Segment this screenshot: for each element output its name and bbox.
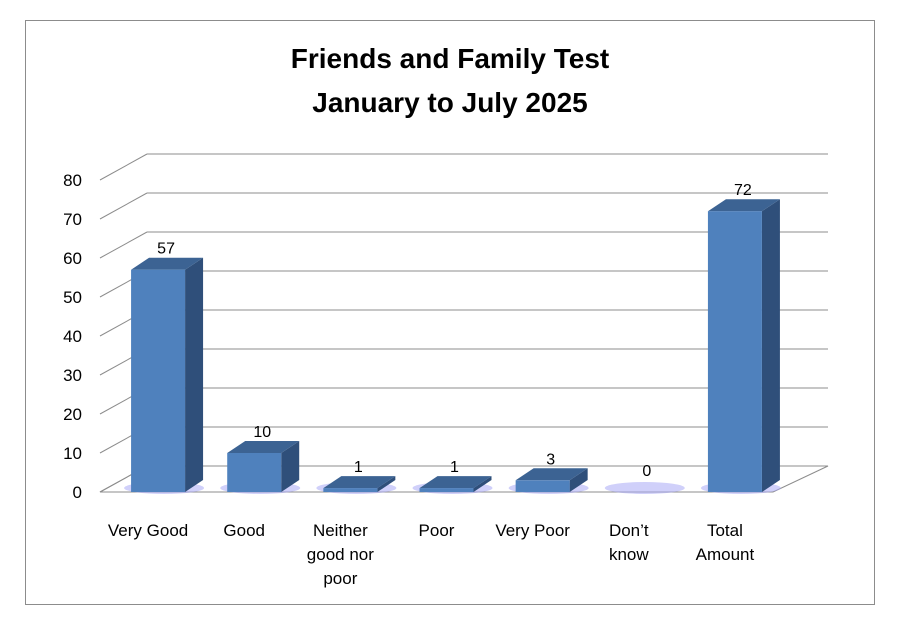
- bar-side: [281, 441, 300, 492]
- category-label: Neither: [313, 521, 368, 540]
- chart-title-line-2: January to July 2025: [312, 87, 587, 118]
- category-label: Very Good: [108, 521, 188, 540]
- bar: [131, 269, 186, 492]
- bar-base-glow: [604, 482, 685, 494]
- y-tick-label: 40: [63, 327, 82, 346]
- bar-top: [131, 257, 204, 270]
- category-label: Don’t: [609, 521, 649, 540]
- data-labels: 57 10 1 1 3 0 72: [157, 182, 752, 480]
- bar: [227, 453, 282, 492]
- y-tick-label: 0: [73, 483, 82, 502]
- y-tick-label: 80: [63, 171, 82, 190]
- y-tick-label: 30: [63, 366, 82, 385]
- gridline-diagonal: [99, 153, 148, 181]
- bar-top: [515, 468, 588, 481]
- bar-side: [569, 468, 588, 492]
- bar-side: [473, 476, 492, 492]
- category-label: Amount: [696, 545, 755, 564]
- y-tick-label: 60: [63, 249, 82, 268]
- bar-side: [185, 257, 204, 492]
- category-label: poor: [323, 569, 357, 588]
- category-label: Good: [223, 521, 265, 540]
- y-tick-label: 70: [63, 210, 82, 229]
- bar: [707, 211, 762, 492]
- bar-top: [707, 199, 780, 212]
- bar: [323, 488, 378, 492]
- bar: [419, 488, 474, 492]
- bar-top: [419, 476, 492, 489]
- bar-top: [227, 441, 300, 453]
- gridline-diagonal: [99, 192, 148, 220]
- y-tick-label: 50: [63, 288, 82, 307]
- data-label: 0: [642, 463, 651, 480]
- category-label: Total: [707, 521, 743, 540]
- data-label: 72: [734, 182, 752, 199]
- data-label: 1: [354, 459, 363, 476]
- bar-side: [761, 199, 780, 492]
- category-label: good nor: [307, 545, 374, 564]
- data-label: 57: [157, 241, 175, 258]
- data-label: 1: [450, 459, 459, 476]
- category-label: Poor: [419, 521, 455, 540]
- bar-top: [323, 476, 396, 489]
- y-tick-label: 20: [63, 405, 82, 424]
- category-labels: Very Good Good Neither good nor poor Poor Very…: [108, 521, 755, 588]
- category-label: know: [609, 545, 649, 564]
- bar-side: [377, 476, 396, 492]
- y-tick-label: 10: [63, 444, 82, 463]
- chart-title-line-1: Friends and Family Test: [291, 43, 609, 74]
- gridline-diagonal: [99, 231, 148, 259]
- category-label: Very Poor: [495, 521, 570, 540]
- data-label: 10: [253, 424, 271, 441]
- bar: [515, 480, 570, 492]
- bars: [124, 199, 781, 494]
- data-label: 3: [546, 451, 555, 468]
- y-axis-ticks: 0 10 20 30 40 50 60 70 80: [63, 171, 82, 502]
